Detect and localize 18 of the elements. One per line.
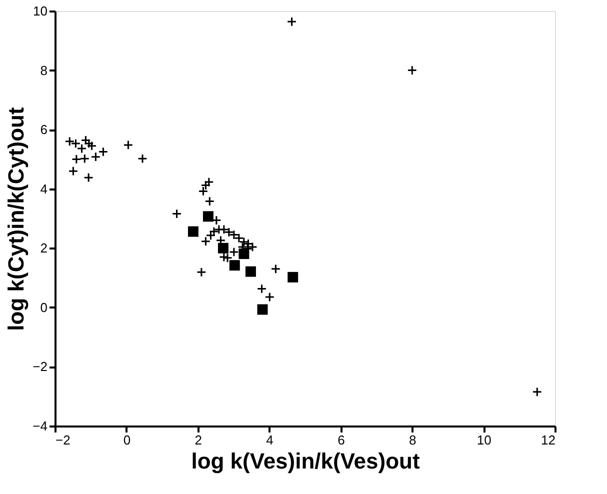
x-tick-label: 12 <box>541 432 556 448</box>
y-tick-label: 2 <box>40 240 48 256</box>
x-tick-label: 2 <box>194 432 202 448</box>
x-tick-label: −2 <box>56 432 70 448</box>
y-tick-label: 10 <box>33 4 48 18</box>
x-tick-label: 6 <box>338 432 345 448</box>
y-tick-label: −4 <box>32 418 48 434</box>
x-axis-title: log k(Ves)in/k(Ves)out <box>191 448 420 474</box>
y-tick-label: 8 <box>40 62 48 78</box>
x-tick-label: 10 <box>476 432 492 448</box>
y-tick-label: 6 <box>40 122 48 138</box>
y-tick-label: 4 <box>40 181 48 196</box>
y-tick-label: 0 <box>40 300 48 315</box>
x-tick-label: 8 <box>409 432 416 448</box>
y-axis-title: log k(Cyt)in/k(Cyt)out <box>4 106 29 331</box>
x-tick-label: 4 <box>266 432 274 448</box>
x-tick-label: 0 <box>123 432 131 448</box>
y-tick-label: −2 <box>32 359 48 374</box>
